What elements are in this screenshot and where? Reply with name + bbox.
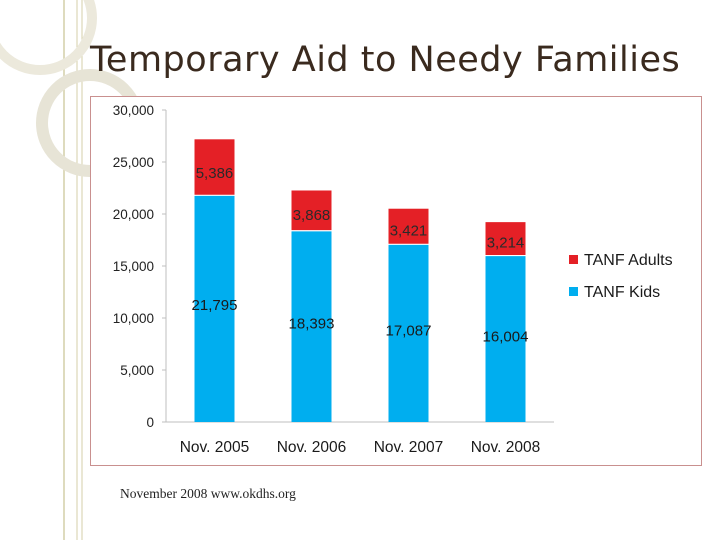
decor-ring-large <box>0 0 97 75</box>
legend-label: TANF Adults <box>584 252 673 269</box>
y-tick-label: 15,000 <box>113 259 154 274</box>
bar-tanf-kids <box>291 230 332 422</box>
stacked-bar-chart: 0 5,000 10,000 15,000 20,000 25,000 30,000 21,7… <box>113 103 673 456</box>
data-label-tanf-kids: 17,087 <box>386 323 432 340</box>
x-category-label: Nov. 2008 <box>471 439 541 456</box>
bar-tanf-adults <box>194 139 235 196</box>
y-tick-label: 10,000 <box>113 311 154 326</box>
bar-tanf-kids <box>388 244 429 422</box>
data-label-tanf-adults: 3,868 <box>293 207 331 224</box>
data-label-tanf-adults: 5,386 <box>196 165 234 182</box>
bar-tanf-adults <box>388 208 429 245</box>
legend-label: TANF Kids <box>584 284 660 301</box>
data-label-tanf-kids: 21,795 <box>192 297 238 314</box>
y-tick-label: 0 <box>146 415 154 430</box>
x-category-label: Nov. 2007 <box>374 439 444 456</box>
chart-container: 0 5,000 10,000 15,000 20,000 25,000 30,000 21,7… <box>90 96 702 466</box>
x-category-label: Nov. 2006 <box>277 439 347 456</box>
data-label-tanf-kids: 16,004 <box>483 328 529 345</box>
footer-source-note: November 2008 www.okdhs.org <box>120 486 296 501</box>
bar-tanf-adults <box>485 222 526 256</box>
data-label-tanf-kids: 18,393 <box>289 316 335 333</box>
bar-tanf-kids <box>485 255 526 422</box>
y-tick-label: 5,000 <box>120 363 154 378</box>
x-category-label: Nov. 2005 <box>180 439 250 456</box>
y-tick-label: 30,000 <box>113 103 154 118</box>
legend-swatch <box>569 255 578 264</box>
legend-swatch <box>569 287 578 296</box>
y-tick-label: 20,000 <box>113 207 154 222</box>
data-label-tanf-adults: 3,214 <box>487 235 525 252</box>
data-label-tanf-adults: 3,421 <box>390 222 428 239</box>
slide-title: Temporary Aid to Needy Families <box>90 40 681 80</box>
y-tick-label: 25,000 <box>113 155 154 170</box>
bar-tanf-kids <box>194 195 235 422</box>
bar-tanf-adults <box>291 190 332 231</box>
